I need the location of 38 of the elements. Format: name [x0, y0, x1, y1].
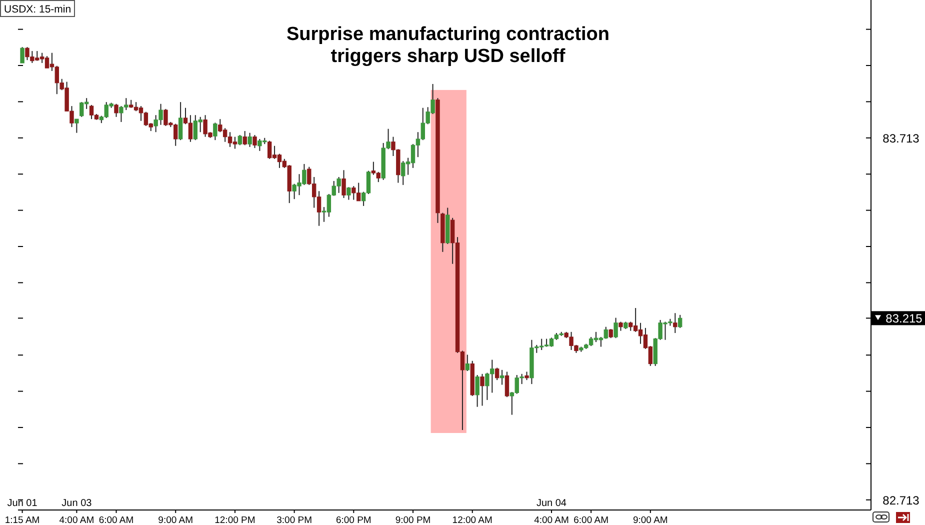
candlestick: [252, 134, 257, 149]
x-tick-label: 12:00 AM: [452, 515, 493, 525]
candlestick: [618, 321, 623, 332]
candlestick: [238, 134, 242, 146]
x-tick-label: Jun 04 4:00 AM: [534, 498, 570, 525]
x-tick-label: 9:00 AM: [158, 515, 194, 525]
candlestick: [678, 314, 682, 328]
candlestick: [480, 373, 484, 406]
x-tick-label: 6:00 AM: [574, 515, 609, 525]
candlestick: [248, 132, 252, 148]
candlestick: [475, 374, 480, 408]
y-tick-label: 82.713: [882, 493, 920, 508]
x-tick-label: 9:00 AM: [632, 515, 668, 525]
candlestick: [504, 371, 510, 398]
y-tick-label: 83.215: [886, 312, 923, 326]
candlestick: [342, 170, 346, 198]
x-tick-label: Jun 01 1:15 AM: [4, 498, 40, 525]
chart-subtitle: USDX: 15-min: [4, 4, 72, 16]
y-tick-label: 83.713: [882, 131, 920, 146]
candlestick: [74, 118, 79, 134]
candlestick: [178, 102, 183, 141]
candlestick: [614, 317, 618, 339]
candlestick: [608, 328, 613, 339]
x-tick-label: 9:00 PM: [395, 515, 431, 525]
x-tick-label: 12:00 PM: [214, 515, 256, 525]
candlestick: [114, 103, 118, 118]
x-tick-label: 6:00 AM: [98, 515, 134, 525]
candlestick: [20, 46, 24, 64]
candlestick: [465, 354, 470, 372]
x-tick-label: 3:00 PM: [276, 515, 312, 525]
candlestick: [494, 367, 500, 381]
text: Surprise manufacturing contraction triggers sharp USD selloff: [286, 24, 610, 67]
candlestick: [242, 130, 247, 146]
x-tick-label: Jun 03 4:00 AM: [59, 498, 94, 525]
candlestick: [346, 186, 351, 200]
x-tick-label: 6:00 PM: [336, 515, 372, 525]
candlestick: [213, 122, 218, 141]
candlestick: [673, 312, 678, 334]
